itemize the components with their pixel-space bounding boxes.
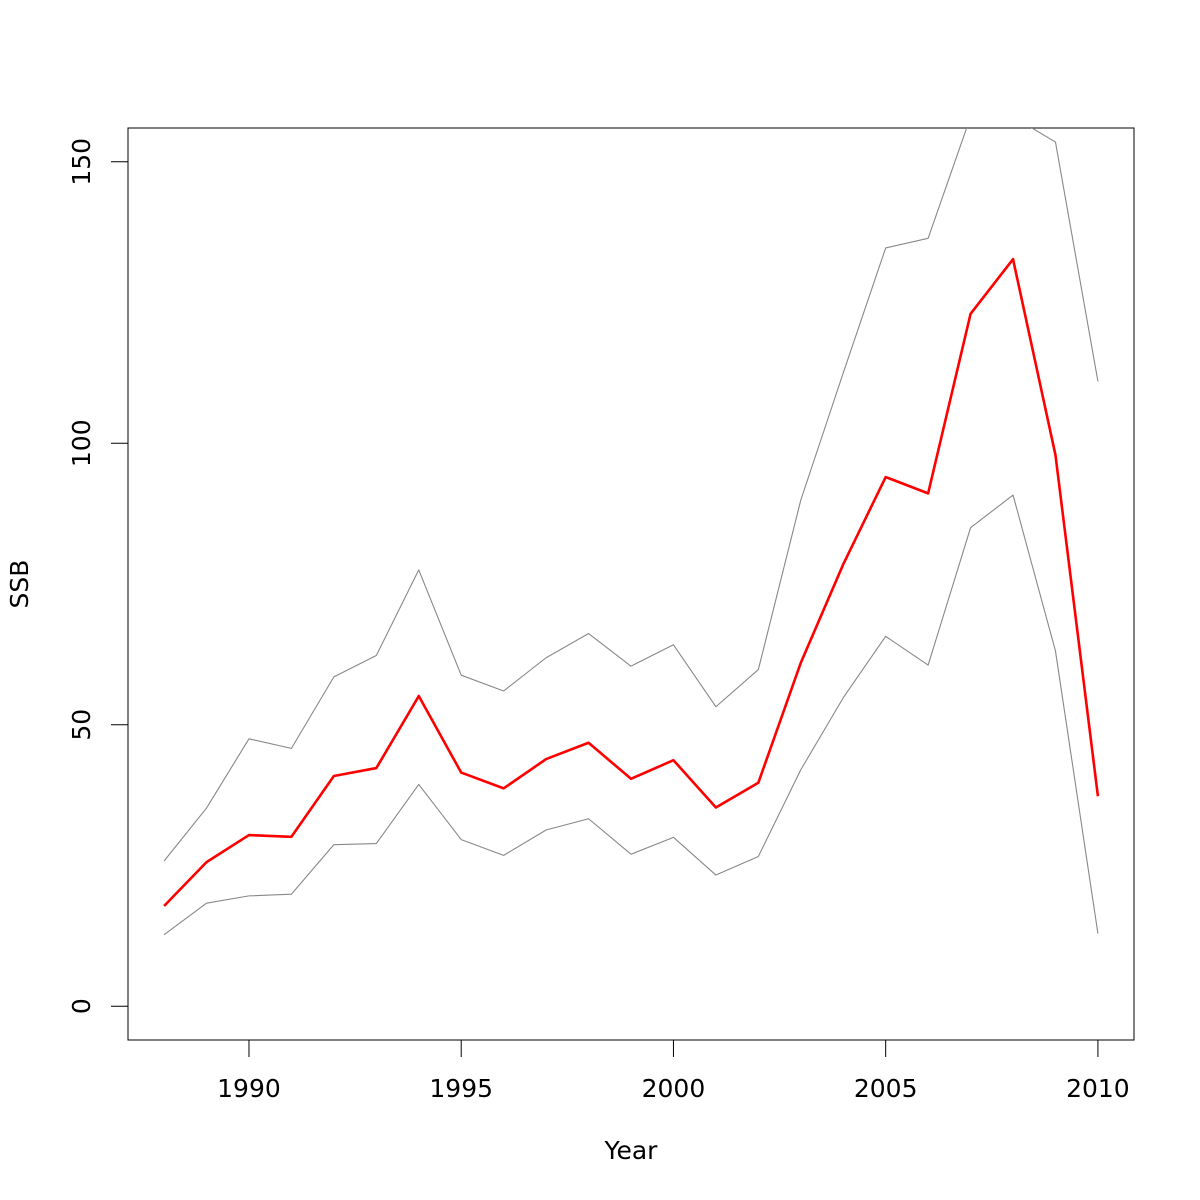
- series-line-lower: [163, 494, 1099, 936]
- x-axis-title: Year: [604, 1136, 659, 1165]
- x-tick-label: 1995: [429, 1074, 493, 1103]
- x-tick-label: 2010: [1066, 1074, 1130, 1103]
- series-layer: [163, 128, 1100, 936]
- y-tick-label: 50: [67, 709, 96, 741]
- y-axis: 0 50 100 150: [67, 138, 129, 1014]
- x-tick-label: 1990: [217, 1074, 281, 1103]
- series-line-estimate: [163, 257, 1100, 907]
- plot-frame: [127, 127, 1135, 1041]
- y-axis-title: SSB: [5, 560, 34, 609]
- y-tick-label: 100: [67, 419, 96, 467]
- x-tick-label: 2000: [642, 1074, 706, 1103]
- y-tick-label: 150: [67, 138, 96, 186]
- x-axis: 1990 1995 2000 2005 2010: [217, 1039, 1130, 1103]
- series-line-upper: [163, 128, 1099, 862]
- x-tick-label: 2005: [854, 1074, 918, 1103]
- y-tick-label: 0: [67, 998, 96, 1014]
